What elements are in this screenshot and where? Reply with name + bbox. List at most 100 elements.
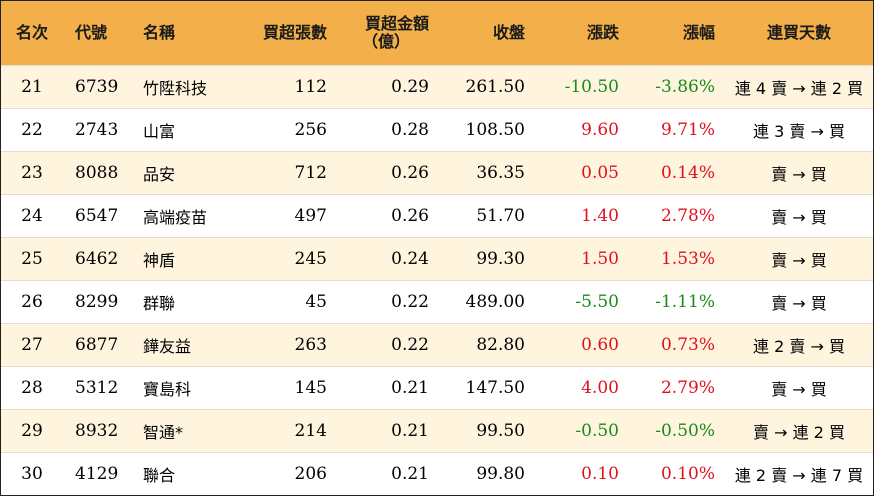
cell-pct: 0.73% — [629, 322, 725, 366]
table-row: 29 8932 智通* 214 0.21 99.50 -0.50 -0.50% 賣 → 連 2 … — [1, 408, 873, 452]
cell-code: 5312 — [63, 365, 129, 409]
cell-net-lots: 712 — [233, 150, 337, 194]
table-row: 21 6739 竹陞科技 112 0.29 261.50 -10.50 -3.86% 連 4 賣… — [1, 64, 873, 108]
table-body: 21 6739 竹陞科技 112 0.29 261.50 -10.50 -3.86% 連 4 賣… — [1, 64, 873, 495]
cell-streak: 連 4 賣 → 連 2 買 — [725, 64, 873, 108]
cell-code: 6877 — [63, 322, 129, 366]
header-net-amount-line1: 買超金額 — [364, 13, 429, 33]
cell-pct: -1.11% — [629, 279, 725, 323]
cell-name: 鏵友益 — [129, 322, 233, 366]
cell-net-lots: 206 — [233, 451, 337, 495]
cell-code: 2743 — [63, 107, 129, 151]
cell-change: 9.60 — [535, 107, 629, 151]
table-row: 24 6547 高端疫苗 497 0.26 51.70 1.40 2.78% 賣 → 買 — [1, 193, 873, 237]
cell-streak: 賣 → 買 — [725, 150, 873, 194]
cell-close: 51.70 — [439, 193, 535, 237]
table-row: 25 6462 神盾 245 0.24 99.30 1.50 1.53% 賣 → 買 — [1, 236, 873, 280]
cell-close: 108.50 — [439, 107, 535, 151]
table-row: 22 2743 山富 256 0.28 108.50 9.60 9.71% 連 3 賣 → 買 — [1, 107, 873, 151]
cell-net-lots: 256 — [233, 107, 337, 151]
cell-streak: 賣 → 買 — [725, 279, 873, 323]
cell-close: 36.35 — [439, 150, 535, 194]
cell-rank: 29 — [1, 408, 63, 452]
cell-streak: 賣 → 買 — [725, 236, 873, 280]
cell-pct: -0.50% — [629, 408, 725, 452]
cell-rank: 27 — [1, 322, 63, 366]
cell-net-lots: 245 — [233, 236, 337, 280]
cell-net-amount: 0.21 — [337, 365, 439, 409]
cell-name: 竹陞科技 — [129, 64, 233, 108]
table-row: 27 6877 鏵友益 263 0.22 82.80 0.60 0.73% 連 2 賣 → 買 — [1, 322, 873, 366]
cell-change: -5.50 — [535, 279, 629, 323]
cell-code: 6462 — [63, 236, 129, 280]
cell-name: 品安 — [129, 150, 233, 194]
cell-streak: 賣 → 買 — [725, 193, 873, 237]
cell-pct: 2.78% — [629, 193, 725, 237]
cell-net-amount: 0.22 — [337, 279, 439, 323]
header-net-amount: 買超金額 （億） — [337, 1, 439, 65]
cell-streak: 連 2 賣 → 買 — [725, 322, 873, 366]
cell-code: 8299 — [63, 279, 129, 323]
cell-rank: 26 — [1, 279, 63, 323]
cell-rank: 25 — [1, 236, 63, 280]
cell-pct: 9.71% — [629, 107, 725, 151]
cell-net-amount: 0.21 — [337, 408, 439, 452]
cell-code: 4129 — [63, 451, 129, 495]
cell-net-lots: 263 — [233, 322, 337, 366]
cell-close: 261.50 — [439, 64, 535, 108]
cell-name: 神盾 — [129, 236, 233, 280]
cell-name: 山富 — [129, 107, 233, 151]
table-row: 23 8088 品安 712 0.26 36.35 0.05 0.14% 賣 → 買 — [1, 150, 873, 194]
cell-rank: 21 — [1, 64, 63, 108]
cell-close: 82.80 — [439, 322, 535, 366]
cell-code: 6739 — [63, 64, 129, 108]
cell-net-lots: 214 — [233, 408, 337, 452]
cell-code: 8932 — [63, 408, 129, 452]
cell-net-amount: 0.29 — [337, 64, 439, 108]
cell-pct: 2.79% — [629, 365, 725, 409]
cell-rank: 24 — [1, 193, 63, 237]
cell-streak: 賣 → 買 — [725, 365, 873, 409]
table-header-row: 名次 代號 名稱 買超張數 買超金額 （億） 收盤 漲跌 漲幅 連買天數 — [1, 1, 873, 65]
cell-rank: 22 — [1, 107, 63, 151]
cell-net-amount: 0.24 — [337, 236, 439, 280]
table-row: 28 5312 寶島科 145 0.21 147.50 4.00 2.79% 賣 → 買 — [1, 365, 873, 409]
cell-close: 147.50 — [439, 365, 535, 409]
cell-rank: 30 — [1, 451, 63, 495]
cell-net-lots: 497 — [233, 193, 337, 237]
header-rank: 名次 — [15, 22, 48, 42]
cell-change: 0.10 — [535, 451, 629, 495]
header-streak: 連買天數 — [766, 22, 831, 42]
header-change: 漲跌 — [586, 22, 619, 42]
cell-streak: 連 3 賣 → 買 — [725, 107, 873, 151]
header-code: 代號 — [75, 22, 108, 42]
cell-change: 1.50 — [535, 236, 629, 280]
cell-net-lots: 45 — [233, 279, 337, 323]
table-row: 30 4129 聯合 206 0.21 99.80 0.10 0.10% 連 2 賣 → 連 7… — [1, 451, 873, 495]
table-row: 26 8299 群聯 45 0.22 489.00 -5.50 -1.11% 賣 → 買 — [1, 279, 873, 323]
cell-change: 4.00 — [535, 365, 629, 409]
cell-close: 489.00 — [439, 279, 535, 323]
cell-change: -0.50 — [535, 408, 629, 452]
cell-streak: 賣 → 連 2 買 — [725, 408, 873, 452]
cell-net-lots: 112 — [233, 64, 337, 108]
cell-pct: -3.86% — [629, 64, 725, 108]
cell-code: 8088 — [63, 150, 129, 194]
cell-pct: 0.14% — [629, 150, 725, 194]
cell-name: 寶島科 — [129, 365, 233, 409]
cell-change: 0.05 — [535, 150, 629, 194]
cell-net-amount: 0.26 — [337, 193, 439, 237]
cell-close: 99.50 — [439, 408, 535, 452]
cell-close: 99.80 — [439, 451, 535, 495]
cell-name: 聯合 — [129, 451, 233, 495]
cell-name: 高端疫苗 — [129, 193, 233, 237]
cell-pct: 1.53% — [629, 236, 725, 280]
cell-change: 0.60 — [535, 322, 629, 366]
header-close: 收盤 — [492, 22, 525, 42]
cell-rank: 23 — [1, 150, 63, 194]
cell-change: 1.40 — [535, 193, 629, 237]
header-pct: 漲幅 — [682, 22, 715, 42]
cell-net-amount: 0.21 — [337, 451, 439, 495]
cell-pct: 0.10% — [629, 451, 725, 495]
